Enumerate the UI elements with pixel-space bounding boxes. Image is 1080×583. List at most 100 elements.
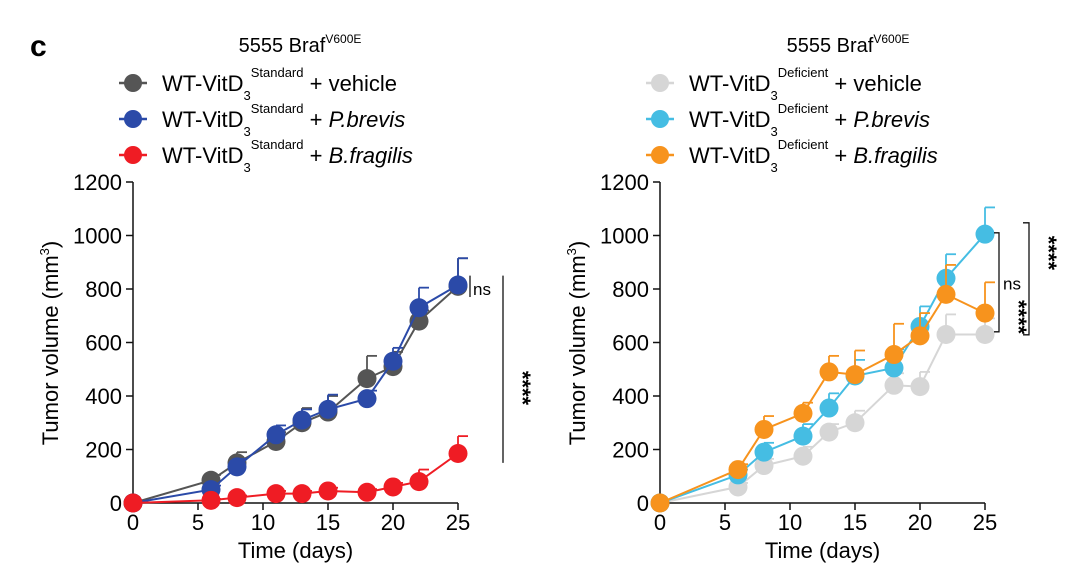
legend-plus: +: [828, 143, 853, 168]
data-point: [266, 484, 286, 504]
data-point: [227, 488, 247, 508]
legend-sub: 3: [243, 124, 250, 139]
x-tick-label: 20: [908, 510, 932, 535]
legend-text: WT-VitD: [689, 143, 770, 168]
data-point: [884, 375, 904, 395]
legend-text: WT-VitD: [162, 107, 243, 132]
data-point: [936, 324, 956, 344]
chart-title-sup: V600E: [873, 32, 909, 46]
data-point: [819, 422, 839, 442]
legend-marker: [124, 146, 142, 164]
y-tick-label: 600: [612, 331, 649, 356]
data-point: [884, 345, 904, 365]
legend-entry: WT-VitD3Standard + B.fragilis: [162, 137, 413, 175]
x-axis-label: Time (days): [238, 538, 353, 563]
chart-title-main: 5555 Braf: [239, 35, 326, 57]
data-point: [793, 446, 813, 466]
y-tick-label: 400: [612, 384, 649, 409]
y-tick-label: 0: [110, 491, 122, 516]
legend-marker: [124, 110, 142, 128]
stars-outer-label: ****: [1036, 236, 1061, 271]
legend-entry: WT-VitD3Deficient + P.brevis: [689, 101, 930, 139]
data-point: [266, 425, 286, 445]
y-axis-label: Tumor volume (mm3): [37, 241, 63, 445]
legend-entry: WT-VitD3Deficient + B.fragilis: [689, 137, 938, 175]
x-tick-label: 20: [381, 510, 405, 535]
x-tick-label: 15: [843, 510, 867, 535]
data-point: [357, 369, 377, 389]
legend-sup: Deficient: [778, 65, 829, 80]
series-line: [659, 293, 986, 504]
y-tick-label: 1200: [73, 170, 122, 195]
data-point: [845, 365, 865, 385]
legend-plus: +: [828, 107, 853, 132]
legend-entry: WT-VitD3Standard + P.brevis: [162, 101, 405, 139]
x-tick-label: 5: [192, 510, 204, 535]
x-tick-label: 10: [251, 510, 275, 535]
data-point: [975, 224, 995, 244]
y-axis-label-sup: 3: [564, 248, 579, 255]
data-point: [357, 389, 377, 409]
legend-plus: +: [303, 71, 328, 96]
legend-marker: [651, 74, 669, 92]
series-1: [650, 206, 995, 513]
legend-sub: 3: [243, 88, 250, 103]
data-point: [754, 419, 774, 439]
data-point: [409, 298, 429, 318]
legend-sup: Standard: [251, 137, 304, 152]
legend-sup: Deficient: [778, 137, 829, 152]
data-point: [728, 460, 748, 480]
data-point: [910, 377, 930, 397]
data-point: [754, 456, 774, 476]
data-point: [227, 457, 247, 477]
series-line: [132, 285, 459, 504]
legend-sup: Deficient: [778, 101, 829, 116]
data-point: [819, 362, 839, 382]
x-tick-label: 25: [446, 510, 470, 535]
data-point: [123, 493, 143, 513]
legend-treatment: P.brevis: [853, 107, 930, 132]
x-tick-label: 10: [778, 510, 802, 535]
x-tick-label: 5: [719, 510, 731, 535]
x-tick-label: 0: [127, 510, 139, 535]
legend-sup: Standard: [251, 101, 304, 116]
ns-label: ns: [1003, 275, 1021, 294]
data-point: [884, 358, 904, 378]
data-point: [318, 481, 338, 501]
legend-sub: 3: [770, 124, 777, 139]
data-point: [650, 493, 670, 513]
y-tick-label: 600: [85, 331, 122, 356]
y-axis-label-end: ): [38, 241, 63, 248]
legend-entry: WT-VitD3Deficient + vehicle: [689, 65, 922, 103]
stars-outer-bracket: [1023, 222, 1030, 336]
y-axis-label-main: Tumor volume (mm: [565, 255, 590, 445]
stars-label: ****: [510, 371, 535, 406]
legend-plus: +: [828, 71, 853, 96]
data-point: [910, 326, 930, 346]
legend-treatment: B.fragilis: [853, 143, 937, 168]
y-tick-label: 800: [85, 277, 122, 302]
y-axis-label: Tumor volume (mm3): [564, 241, 590, 445]
series-line: [132, 452, 459, 504]
data-point: [975, 324, 995, 344]
legend-text: WT-VitD: [162, 143, 243, 168]
legend-text: WT-VitD: [689, 107, 770, 132]
y-axis-label-main: Tumor volume (mm: [38, 255, 63, 445]
legend-marker: [651, 110, 669, 128]
legend-sub: 3: [243, 160, 250, 175]
y-tick-label: 200: [85, 438, 122, 463]
data-point: [383, 351, 403, 371]
legend-treatment: P.brevis: [329, 107, 406, 132]
ns-label: ns: [473, 280, 491, 299]
data-point: [357, 482, 377, 502]
data-point: [845, 413, 865, 433]
y-tick-label: 0: [637, 491, 649, 516]
data-point: [793, 403, 813, 423]
y-axis-label-sup: 3: [37, 248, 52, 255]
data-point: [793, 426, 813, 446]
x-tick-label: 0: [654, 510, 666, 535]
data-point: [975, 303, 995, 323]
